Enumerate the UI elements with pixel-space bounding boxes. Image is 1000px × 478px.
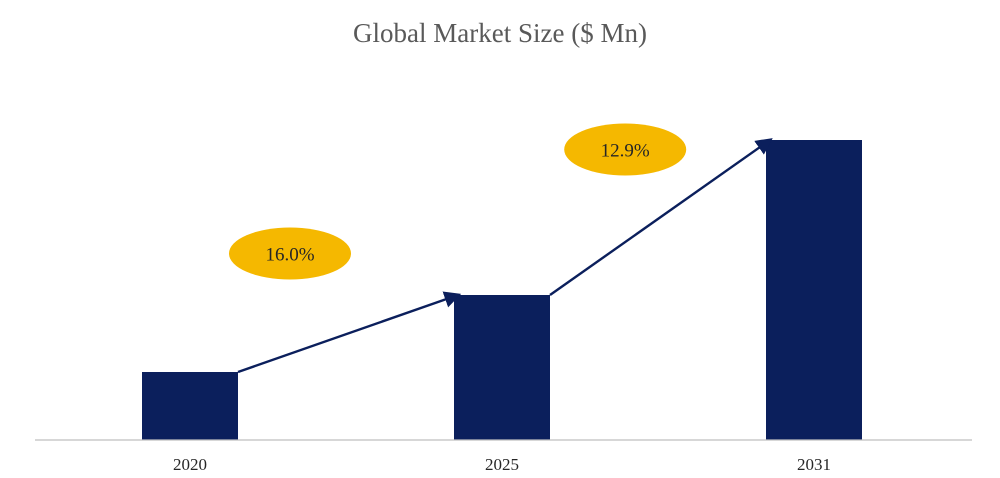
x-tick-label-2025: 2025 [485, 455, 519, 474]
bar-2025 [454, 295, 550, 440]
cagr-badge-2025-2031 [564, 123, 687, 176]
chart-title: Global Market Size ($ Mn) [353, 18, 647, 48]
bar-2031 [766, 140, 862, 440]
cagr-label-2025-2031: 12.9% [601, 141, 650, 162]
cagr-badge-2020-2025 [229, 227, 351, 280]
bar-2020 [142, 372, 238, 440]
x-tick-label-2020: 2020 [173, 455, 207, 474]
growth-arrow-2020-2025 [237, 291, 462, 374]
arrows-layer: 16.0% 12.9% [229, 123, 773, 374]
x-tick-label-2031: 2031 [797, 455, 831, 474]
growth-arrow-2025-2031 [549, 138, 773, 296]
cagr-label-2020-2025: 16.0% [265, 245, 314, 266]
ticks-layer: 2020 2025 2031 [173, 455, 831, 474]
bars-layer [142, 140, 862, 440]
